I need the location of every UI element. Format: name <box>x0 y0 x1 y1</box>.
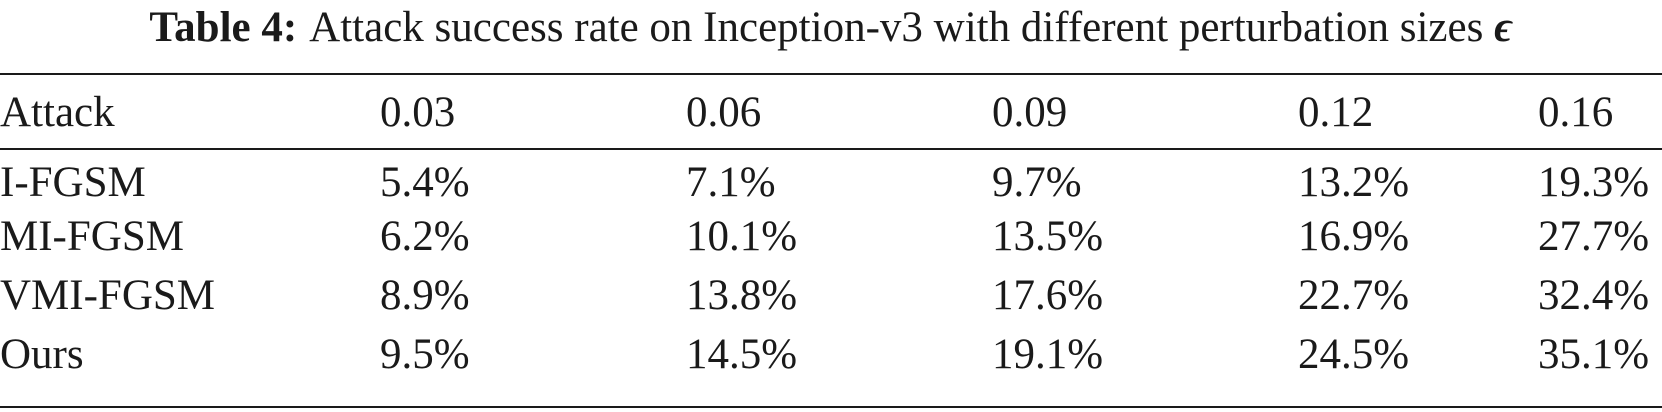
cell-value: 35.1% <box>1538 331 1650 378</box>
cell-value: 22.7% <box>1298 272 1410 319</box>
cell-value: 6.2% <box>380 213 470 260</box>
table-header-row: Attack 0.03 0.06 0.09 0.12 0.16 <box>0 78 1662 148</box>
row-attack-name: Ours <box>0 331 84 378</box>
header-eps-0-12: 0.12 <box>1298 88 1374 136</box>
results-table: Attack 0.03 0.06 0.09 0.12 0.16 I-FGSM 5… <box>0 78 1662 384</box>
cell-value: 27.7% <box>1538 213 1650 260</box>
cell-value: 32.4% <box>1538 272 1650 319</box>
header-eps-0-06: 0.06 <box>686 88 762 136</box>
cell-value: 7.1% <box>686 159 776 206</box>
cell-value: 9.7% <box>992 159 1082 206</box>
cell-value: 17.6% <box>992 272 1104 319</box>
table-header-rule <box>0 148 1662 150</box>
table-top-rule <box>0 73 1662 75</box>
cell-value: 19.3% <box>1538 159 1650 206</box>
header-attack: Attack <box>0 88 115 136</box>
header-eps-0-03: 0.03 <box>380 88 456 136</box>
cell-value: 5.4% <box>380 159 470 206</box>
cell-value: 10.1% <box>686 213 798 260</box>
table-row: I-FGSM 5.4% 7.1% 9.7% 13.2% 19.3% <box>0 148 1662 207</box>
cell-value: 16.9% <box>1298 213 1410 260</box>
table-row: Ours 9.5% 14.5% 19.1% 24.5% 35.1% <box>0 325 1662 384</box>
epsilon-symbol: ϵ <box>1494 4 1513 51</box>
row-attack-name: MI-FGSM <box>0 213 184 260</box>
table-row: MI-FGSM 6.2% 10.1% 13.5% 16.9% 27.7% <box>0 207 1662 266</box>
cell-value: 9.5% <box>380 331 470 378</box>
table-row: VMI-FGSM 8.9% 13.8% 17.6% 22.7% 32.4% <box>0 266 1662 325</box>
header-eps-0-16: 0.16 <box>1538 88 1614 136</box>
row-attack-name: I-FGSM <box>0 159 146 206</box>
table-caption: Table 4: Attack success rate on Inception… <box>0 2 1662 54</box>
cell-value: 19.1% <box>992 331 1104 378</box>
table-bottom-rule <box>0 406 1662 408</box>
cell-value: 13.2% <box>1298 159 1410 206</box>
header-eps-0-09: 0.09 <box>992 88 1068 136</box>
cell-value: 8.9% <box>380 272 470 319</box>
cell-value: 13.8% <box>686 272 798 319</box>
cell-value: 13.5% <box>992 213 1104 260</box>
cell-value: 14.5% <box>686 331 798 378</box>
row-attack-name: VMI-FGSM <box>0 272 216 319</box>
table-caption-label: Table 4: <box>149 4 298 51</box>
cell-value: 24.5% <box>1298 331 1410 378</box>
table-caption-text: Attack success rate on Inception-v3 with… <box>309 4 1484 51</box>
